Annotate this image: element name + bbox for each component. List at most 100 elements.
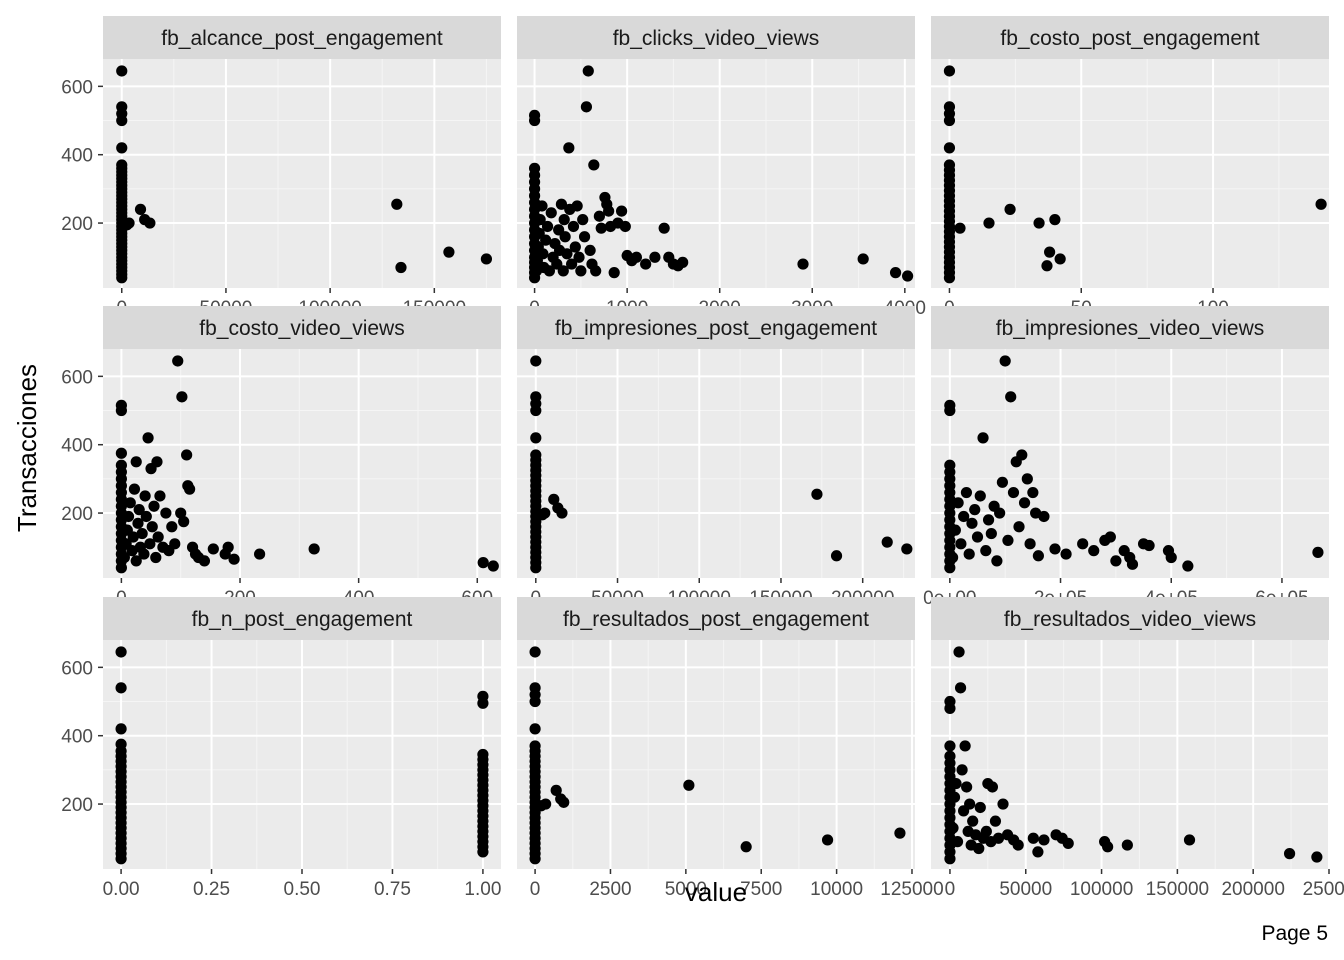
data-point: [677, 256, 689, 268]
data-point: [797, 258, 809, 270]
data-point: [127, 531, 139, 543]
data-point: [151, 456, 163, 468]
y-tick-label: 600: [61, 367, 93, 388]
data-point: [1315, 198, 1327, 210]
x-tick-label: 1.00: [464, 879, 501, 900]
data-point: [1088, 545, 1100, 557]
data-point: [133, 504, 145, 516]
data-point: [1007, 486, 1020, 499]
y-tick-label: 600: [61, 77, 93, 98]
plot-background: [931, 640, 1329, 869]
data-point: [582, 65, 594, 77]
data-point: [588, 159, 600, 171]
data-point: [953, 646, 965, 658]
data-point: [198, 555, 211, 567]
facet-strip: [103, 306, 501, 349]
data-point: [992, 832, 1005, 844]
x-tick-label: 200000: [1221, 879, 1284, 900]
data-point: [1049, 214, 1061, 226]
data-point: [961, 781, 973, 793]
data-point: [974, 801, 986, 814]
data-point: [528, 162, 541, 174]
data-point: [830, 550, 843, 562]
data-point: [573, 251, 585, 263]
data-point: [1021, 473, 1033, 485]
data-point: [943, 101, 956, 113]
data-point: [228, 553, 240, 565]
data-point: [997, 798, 1009, 810]
data-point: [640, 258, 652, 270]
page-number-label: Page 5: [1261, 922, 1328, 945]
data-point: [608, 267, 620, 279]
data-point: [584, 244, 596, 257]
x-tick-label: 0.50: [284, 879, 321, 900]
facet-panel: fb_clicks_video_views01000200030004000: [517, 16, 926, 319]
data-point: [139, 490, 151, 502]
x-tick-label: 0.25: [193, 879, 230, 900]
data-point: [1077, 538, 1089, 550]
data-point: [558, 214, 570, 226]
data-point: [580, 101, 593, 113]
data-point: [116, 142, 128, 154]
data-point: [529, 723, 541, 735]
data-point: [530, 391, 542, 403]
data-point: [150, 551, 162, 564]
data-point: [619, 220, 631, 233]
data-point: [740, 841, 752, 853]
y-axis-title: Transacciones: [12, 364, 42, 532]
data-point: [122, 510, 135, 523]
data-point: [1016, 449, 1028, 461]
data-point: [1312, 546, 1324, 558]
data-point: [944, 459, 956, 471]
data-point: [901, 270, 914, 282]
data-point: [556, 507, 568, 519]
data-point: [1033, 217, 1045, 229]
data-point: [172, 355, 184, 367]
data-point: [480, 253, 493, 265]
facet-strip-title: fb_costo_post_engagement: [1000, 27, 1259, 50]
data-point: [881, 536, 893, 548]
data-point: [1027, 486, 1039, 499]
data-point: [537, 248, 549, 260]
data-point: [130, 555, 142, 567]
facet-panel: fb_n_post_engagement 0.00 0.25 0.50 0.75 1.00…: [61, 597, 501, 900]
data-point: [944, 740, 956, 752]
facet-strip-title: fb_alcance_post_engagement: [161, 27, 443, 50]
data-point: [115, 459, 127, 471]
data-point: [116, 159, 128, 171]
data-point: [181, 449, 193, 461]
data-point: [557, 265, 569, 277]
data-point: [1104, 531, 1116, 543]
data-point: [530, 355, 542, 367]
data-point: [1102, 841, 1114, 853]
data-point: [144, 538, 156, 550]
data-point: [253, 548, 266, 560]
x-tick-label: 7500: [740, 879, 782, 900]
data-point: [115, 399, 127, 411]
facet-strip: [517, 306, 915, 349]
data-point: [590, 265, 602, 277]
data-point: [948, 791, 961, 803]
plot-background: [517, 59, 915, 288]
data-point: [128, 483, 141, 495]
data-point: [811, 488, 823, 500]
data-point: [563, 142, 575, 154]
data-point: [1182, 560, 1194, 572]
y-tick-label: 400: [61, 436, 93, 457]
data-point: [951, 836, 964, 848]
facet-panel: fb_alcance_post_engagement05000010000015…: [61, 16, 501, 319]
x-tick-label: 5000: [665, 879, 707, 900]
data-point: [1027, 832, 1039, 844]
data-point: [615, 205, 628, 217]
data-point: [487, 560, 499, 572]
facet-strip: [103, 16, 501, 59]
data-point: [1004, 203, 1016, 215]
data-point: [889, 267, 902, 279]
plot-background: [103, 59, 501, 288]
x-tick-label: 0.75: [374, 879, 411, 900]
facet-strip: [931, 16, 1329, 59]
data-point: [541, 220, 554, 233]
data-point: [943, 142, 956, 154]
data-point: [1110, 555, 1122, 567]
data-point: [943, 65, 956, 77]
